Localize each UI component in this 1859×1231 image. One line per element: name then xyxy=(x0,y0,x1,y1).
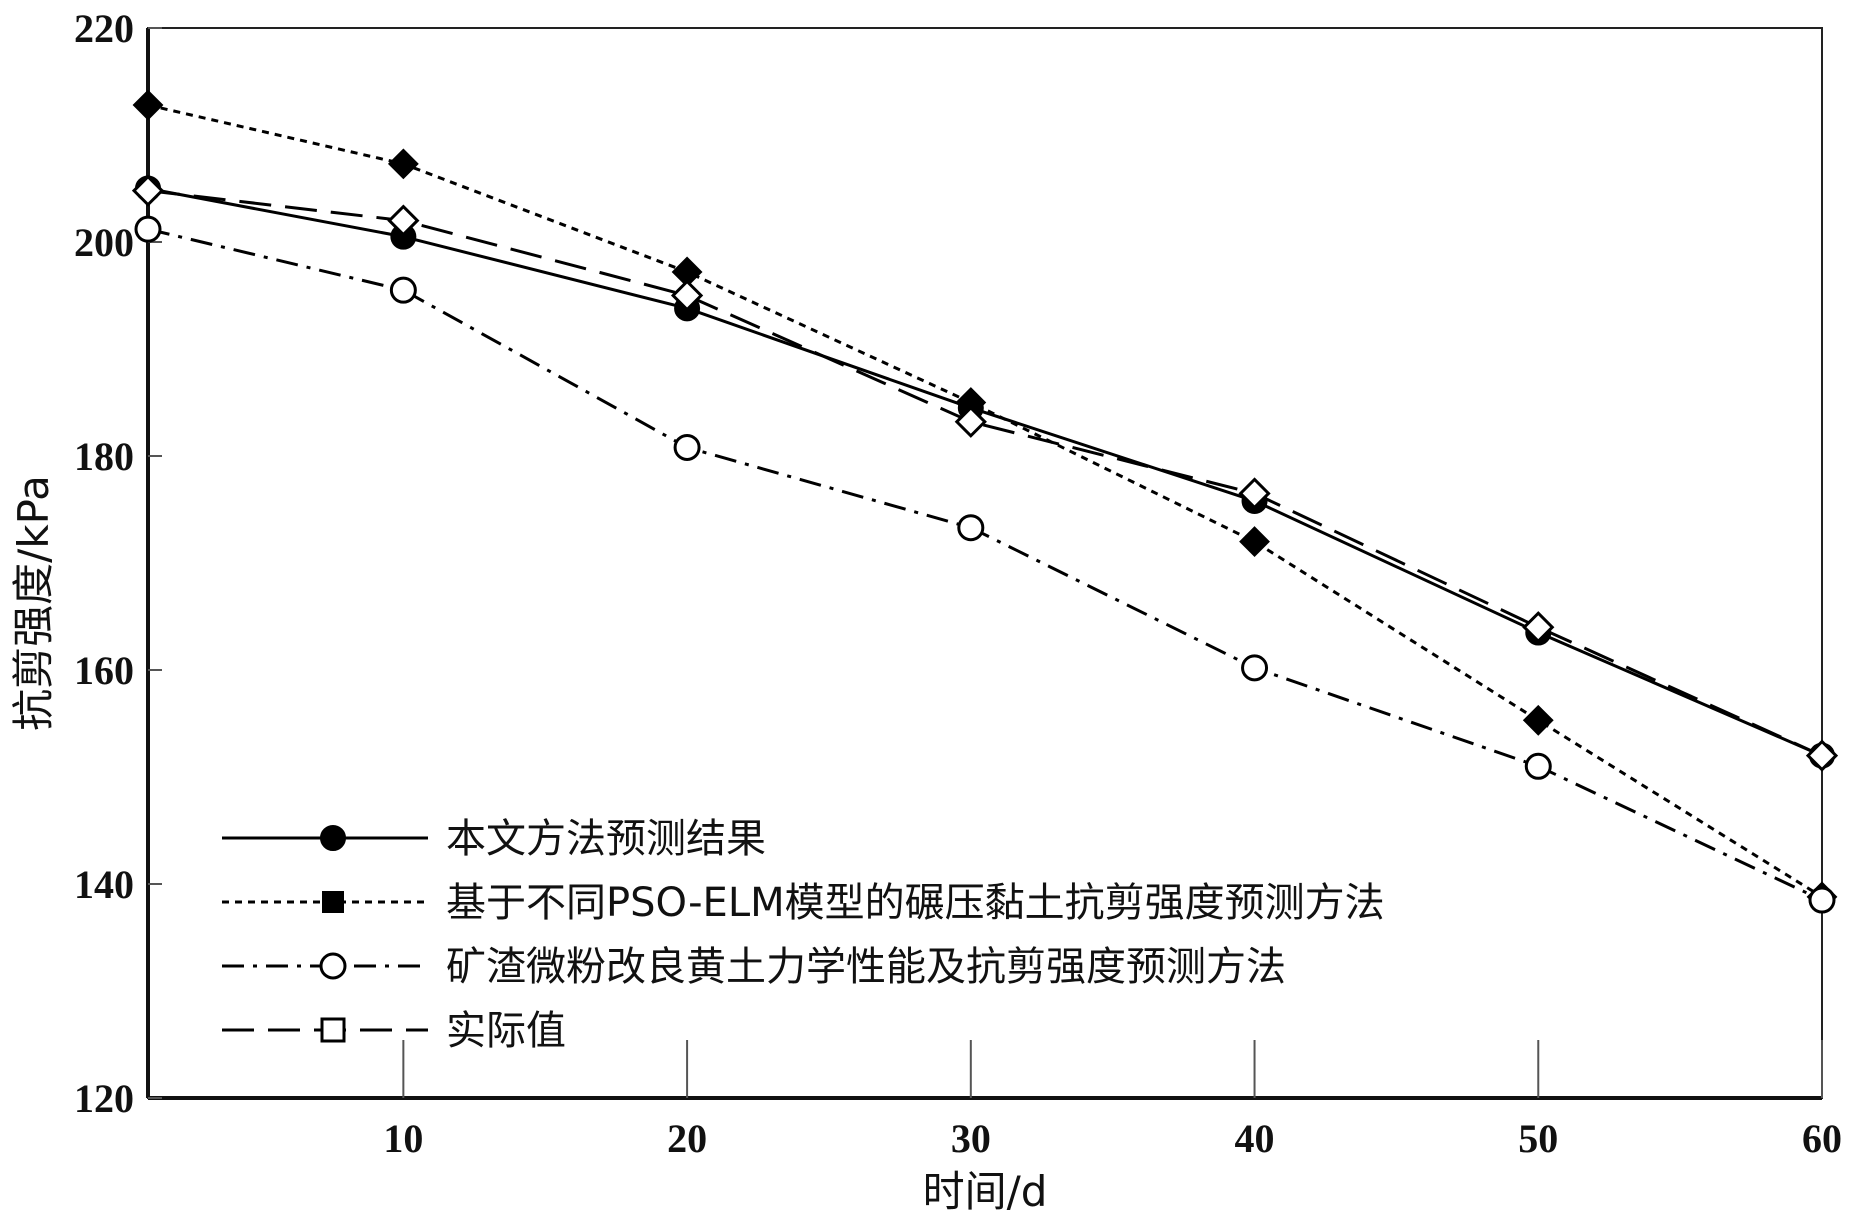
x-tick-label: 30 xyxy=(951,1116,991,1161)
series-3-point xyxy=(673,433,701,461)
legend-label: 矿渣微粉改良黄土力学性能及抗剪强度预测方法 xyxy=(446,944,1286,990)
legend-item-1: 本文方法预测结果 xyxy=(222,816,766,862)
legend-swatch-marker xyxy=(320,1017,346,1043)
legend-swatch-marker xyxy=(322,891,344,913)
legend-swatch-marker xyxy=(319,952,347,980)
series-4-point xyxy=(954,405,987,438)
legend-item-4: 实际值 xyxy=(222,1008,566,1054)
series-1 xyxy=(135,175,1835,769)
x-axis-title: 时间/d xyxy=(923,1167,1048,1216)
series-4-point xyxy=(1805,739,1839,772)
axes: 10 20 30 40 50 60 120 140 160 180 200 220 xyxy=(74,6,1842,1161)
series-3-point xyxy=(1808,886,1836,914)
x-tick-label: 60 xyxy=(1802,1116,1842,1161)
series-3-point xyxy=(1524,752,1552,780)
series-4-point xyxy=(387,204,420,237)
y-tick-label: 120 xyxy=(74,1076,134,1121)
series-4-line xyxy=(147,189,1823,757)
series-layer xyxy=(131,89,1839,914)
series-2-point xyxy=(1239,526,1270,558)
series-4-point xyxy=(1522,611,1555,644)
y-tick-label: 180 xyxy=(74,434,134,479)
y-tick-label: 200 xyxy=(74,220,134,265)
plot-frame xyxy=(147,27,1823,1099)
y-tick-label: 160 xyxy=(74,648,134,693)
series-1-line xyxy=(147,187,1823,757)
x-tick-label: 10 xyxy=(383,1116,423,1161)
series-4-point xyxy=(1238,477,1271,510)
series-4-point xyxy=(670,279,704,312)
x-tick-label: 20 xyxy=(667,1116,707,1161)
series-3-line xyxy=(147,227,1823,902)
x-tick-label: 50 xyxy=(1518,1116,1558,1161)
series-3-point xyxy=(134,215,162,243)
series-4-point xyxy=(131,174,165,207)
legend-label: 基于不同PSO-ELM模型的碾压黏土抗剪强度预测方法 xyxy=(446,880,1385,926)
legend-label: 实际值 xyxy=(446,1008,566,1054)
series-2 xyxy=(132,89,1838,913)
series-3-point xyxy=(389,276,417,304)
y-tick-label: 220 xyxy=(74,6,134,51)
series-2-point xyxy=(132,89,164,121)
series-2-point xyxy=(1522,704,1554,736)
series-3-point xyxy=(1241,654,1269,682)
legend-item-2: 基于不同PSO-ELM模型的碾压黏土抗剪强度预测方法 xyxy=(222,880,1385,926)
x-tick-label: 40 xyxy=(1235,1116,1275,1161)
series-4 xyxy=(131,174,1839,772)
series-3-point xyxy=(957,514,985,542)
legend-swatch-marker xyxy=(320,825,346,851)
series-2-point xyxy=(387,148,419,180)
legend-label: 本文方法预测结果 xyxy=(446,816,766,862)
legend: 本文方法预测结果基于不同PSO-ELM模型的碾压黏土抗剪强度预测方法矿渣微粉改良… xyxy=(222,816,1385,1054)
legend-item-3: 矿渣微粉改良黄土力学性能及抗剪强度预测方法 xyxy=(222,944,1286,990)
y-tick-label: 140 xyxy=(74,862,134,907)
y-axis-title: 抗剪强度/kPa xyxy=(9,475,58,731)
series-3 xyxy=(134,215,1836,914)
